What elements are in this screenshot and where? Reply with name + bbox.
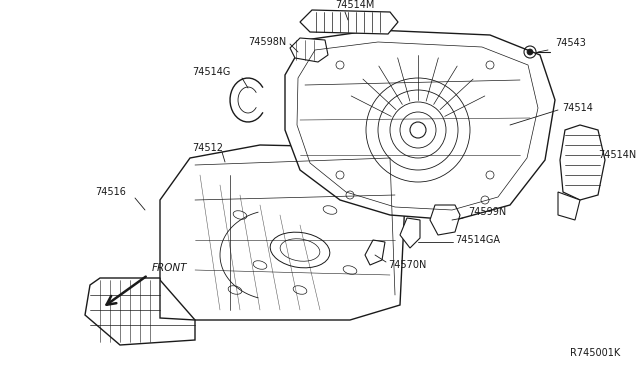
Polygon shape [430,205,460,235]
Text: 74543: 74543 [555,38,586,48]
Polygon shape [558,192,580,220]
Text: 74514M: 74514M [335,0,374,10]
Polygon shape [285,30,555,220]
Text: 74570N: 74570N [388,260,426,270]
Text: FRONT: FRONT [152,263,188,273]
Text: 74598N: 74598N [248,37,286,47]
Polygon shape [365,240,385,265]
Text: R745001K: R745001K [570,348,620,358]
Text: 74514GA: 74514GA [455,235,500,245]
Text: 74514: 74514 [562,103,593,113]
Circle shape [527,49,533,55]
Polygon shape [300,10,398,34]
Text: 74599N: 74599N [468,207,506,217]
Text: 74512: 74512 [192,143,223,153]
Polygon shape [85,278,195,345]
Text: 74516: 74516 [95,187,126,197]
Polygon shape [560,125,605,200]
Text: 74514G: 74514G [192,67,230,77]
Polygon shape [400,218,420,248]
Text: 74514N: 74514N [598,150,636,160]
Polygon shape [290,38,328,62]
Polygon shape [160,145,405,320]
